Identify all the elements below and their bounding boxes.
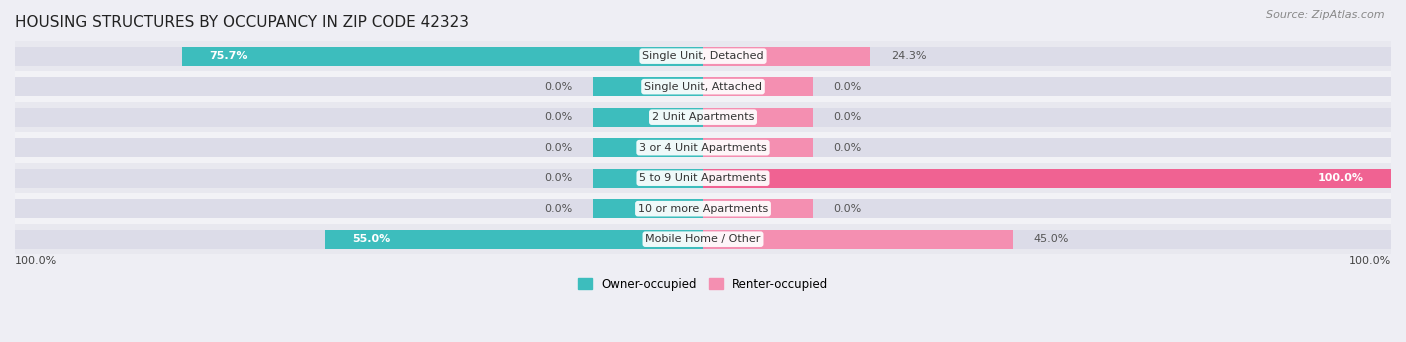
Bar [593, 199, 703, 218]
Bar [703, 108, 813, 127]
Bar [703, 138, 1391, 157]
Text: 100.0%: 100.0% [1348, 256, 1391, 266]
Bar [703, 77, 813, 96]
Text: 2 Unit Apartments: 2 Unit Apartments [652, 112, 754, 122]
Bar [15, 102, 1391, 132]
Bar [15, 163, 1391, 194]
Bar [15, 47, 703, 66]
Bar [593, 108, 703, 127]
Text: 0.0%: 0.0% [544, 82, 572, 92]
Bar [703, 230, 1391, 249]
Bar [703, 169, 1391, 188]
Text: 0.0%: 0.0% [834, 112, 862, 122]
Text: 24.3%: 24.3% [891, 51, 927, 61]
Bar [703, 199, 1391, 218]
Text: Single Unit, Attached: Single Unit, Attached [644, 82, 762, 92]
Text: Mobile Home / Other: Mobile Home / Other [645, 234, 761, 244]
Bar [15, 194, 1391, 224]
Bar [15, 169, 703, 188]
Text: 0.0%: 0.0% [544, 173, 572, 183]
Bar [703, 47, 870, 66]
Text: 0.0%: 0.0% [544, 143, 572, 153]
Text: Source: ZipAtlas.com: Source: ZipAtlas.com [1267, 10, 1385, 20]
Bar [703, 47, 1391, 66]
Text: 0.0%: 0.0% [834, 143, 862, 153]
Bar [15, 132, 1391, 163]
Bar [593, 138, 703, 157]
Text: 5 to 9 Unit Apartments: 5 to 9 Unit Apartments [640, 173, 766, 183]
Text: 100.0%: 100.0% [15, 256, 58, 266]
Bar [15, 77, 703, 96]
Text: HOUSING STRUCTURES BY OCCUPANCY IN ZIP CODE 42323: HOUSING STRUCTURES BY OCCUPANCY IN ZIP C… [15, 15, 470, 30]
Bar [15, 108, 703, 127]
Text: 100.0%: 100.0% [1317, 173, 1364, 183]
Text: 0.0%: 0.0% [544, 204, 572, 214]
Text: 55.0%: 55.0% [352, 234, 391, 244]
Text: 0.0%: 0.0% [544, 112, 572, 122]
Text: 0.0%: 0.0% [834, 82, 862, 92]
Bar [703, 77, 1391, 96]
Bar [183, 47, 703, 66]
Bar [703, 108, 1391, 127]
Bar [15, 224, 1391, 254]
Bar [703, 230, 1012, 249]
Text: 0.0%: 0.0% [834, 204, 862, 214]
Text: Single Unit, Detached: Single Unit, Detached [643, 51, 763, 61]
Text: 75.7%: 75.7% [209, 51, 249, 61]
Bar [15, 71, 1391, 102]
Bar [325, 230, 703, 249]
Bar [593, 77, 703, 96]
Bar [15, 230, 703, 249]
Bar [593, 169, 703, 188]
Bar [703, 138, 813, 157]
Bar [703, 169, 1391, 188]
Bar [15, 138, 703, 157]
Text: 10 or more Apartments: 10 or more Apartments [638, 204, 768, 214]
Bar [703, 199, 813, 218]
Bar [15, 41, 1391, 71]
Text: 3 or 4 Unit Apartments: 3 or 4 Unit Apartments [640, 143, 766, 153]
Legend: Owner-occupied, Renter-occupied: Owner-occupied, Renter-occupied [572, 273, 834, 295]
Bar [15, 199, 703, 218]
Text: 45.0%: 45.0% [1033, 234, 1069, 244]
